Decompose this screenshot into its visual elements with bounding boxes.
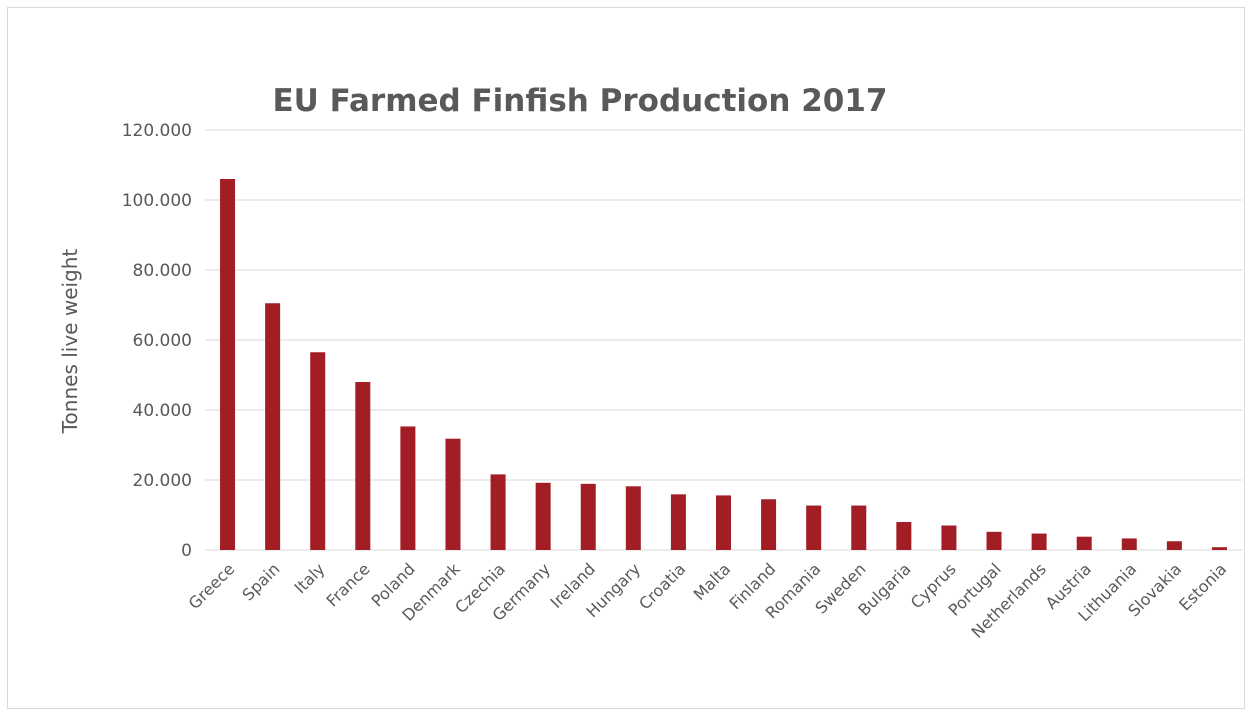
bar-hungary: [625, 486, 641, 550]
bar-estonia: [1211, 547, 1227, 550]
x-tick-label: Italy: [291, 559, 329, 597]
x-axis-ticks: Greece Spain ItalyFrancePolandDenmarkCzech…: [185, 559, 1231, 642]
y-tick-label: 0: [181, 541, 192, 561]
bar-finland: [761, 499, 777, 550]
y-tick-label: 60.000: [133, 331, 192, 351]
y-axis-label: Tonnes live weight: [58, 249, 82, 435]
chart-frame: [7, 7, 1245, 709]
x-tick-label: Estonia: [1175, 559, 1230, 614]
bars: [220, 179, 1227, 550]
bar-sweden: [851, 505, 867, 550]
bar-cyprus: [941, 525, 957, 550]
x-tick-label: Croatia: [635, 559, 689, 613]
bar-poland: [400, 426, 416, 550]
bar-ireland: [580, 483, 596, 550]
x-tick-label: Spain: [238, 559, 283, 604]
chart-title: EU Farmed Finfish Production 2017: [272, 83, 887, 119]
y-tick-label: 120.000: [122, 121, 192, 141]
bar-germany: [535, 482, 551, 550]
bar-lithuania: [1121, 538, 1137, 550]
x-tick-label: France: [323, 559, 374, 610]
bar-croatia: [670, 494, 686, 550]
bar-austria: [1076, 536, 1092, 550]
y-tick-label: 20.000: [133, 471, 192, 491]
y-tick-label: 100.000: [122, 191, 192, 211]
bar-spain: [265, 303, 281, 550]
x-tick-label: Greece: [185, 559, 239, 613]
bar-portugal: [986, 531, 1002, 550]
bar-italy: [310, 352, 326, 550]
y-axis-ticks: 0 20.000 40.000 60.000 80.000 100.000 120.000: [122, 121, 192, 561]
y-tick-label: 40.000: [133, 401, 192, 421]
bar-bulgaria: [896, 522, 912, 550]
y-tick-label: 80.000: [133, 261, 192, 281]
gridlines: [205, 129, 1242, 551]
bar-romania: [806, 505, 822, 550]
bar-malta: [716, 495, 731, 550]
bar-greece: [220, 179, 236, 550]
bar-slovakia: [1166, 541, 1182, 550]
bar-netherlands: [1031, 533, 1047, 550]
bar-france: [355, 382, 371, 550]
bar-denmark: [445, 438, 461, 550]
bar-czechia: [490, 474, 506, 550]
